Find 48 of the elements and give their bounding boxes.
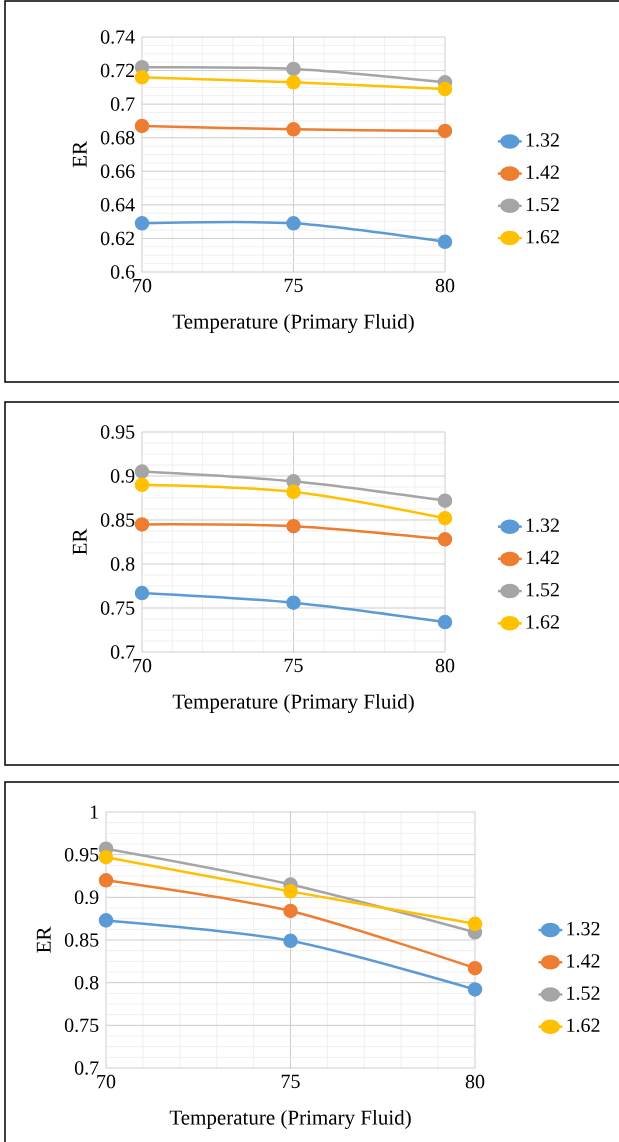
x-axis-title: Temperature (Primary Fluid) <box>172 313 414 333</box>
y-tick-label: 0.9 <box>74 890 99 905</box>
legend-label: 1.52 <box>526 197 559 212</box>
y-tick-label: 0.62 <box>100 231 135 246</box>
legend-label: 1.52 <box>567 986 600 1000</box>
legend-label: 1.62 <box>567 1018 600 1033</box>
x-tick-label: 70 <box>133 278 152 293</box>
y-tick-label: 0.68 <box>100 130 135 145</box>
legend-label: 1.42 <box>526 165 559 180</box>
legend-label: 1.52 <box>526 582 559 597</box>
y-tick-label: 0.8 <box>74 975 99 990</box>
legend-label: 1.32 <box>526 133 559 147</box>
legend-label: 1.42 <box>567 954 600 968</box>
legend-label: 1.42 <box>526 550 559 565</box>
legend-label: 1.62 <box>526 229 559 244</box>
y-axis-title: ER <box>72 141 87 168</box>
legend-label: 1.62 <box>526 615 559 629</box>
y-tick-label: 0.66 <box>100 164 135 179</box>
y-tick-label: 0.85 <box>100 513 135 527</box>
x-axis-title: Temperature (Primary Fluid) <box>169 1109 411 1129</box>
y-tick-label: 0.85 <box>64 933 99 947</box>
y-tick-label: 0.8 <box>110 557 135 571</box>
y-tick-label: 0.7 <box>110 645 135 659</box>
legend-label: 1.32 <box>567 921 600 936</box>
y-tick-label: 0.64 <box>100 198 135 212</box>
y-tick-label: 0.74 <box>100 30 135 44</box>
y-tick-label: 0.7 <box>74 1061 99 1075</box>
x-tick-label: 75 <box>284 278 303 293</box>
x-axis-title: Temperature (Primary Fluid) <box>172 693 414 713</box>
y-tick-label: 0.75 <box>64 1018 99 1033</box>
y-tick-label: 0.6 <box>110 265 135 279</box>
legend-label: 1.32 <box>526 518 559 533</box>
x-tick-label: 80 <box>435 658 455 673</box>
x-tick-label: 80 <box>465 1074 485 1089</box>
y-tick-label: 1 <box>90 805 98 819</box>
x-tick-label: 75 <box>281 1074 300 1089</box>
y-axis-title: ER <box>36 926 51 953</box>
y-tick-label: 0.7 <box>110 97 135 111</box>
x-tick-label: 80 <box>435 278 455 293</box>
y-tick-label: 0.9 <box>110 469 135 483</box>
y-axis-title: ER <box>72 528 87 555</box>
y-tick-label: 0.75 <box>100 601 135 615</box>
y-tick-label: 0.72 <box>100 63 135 78</box>
x-tick-label: 70 <box>97 1074 116 1089</box>
x-tick-label: 75 <box>284 658 303 673</box>
y-tick-label: 0.95 <box>100 425 135 439</box>
x-tick-label: 70 <box>133 658 152 673</box>
y-tick-label: 0.95 <box>64 847 99 862</box>
